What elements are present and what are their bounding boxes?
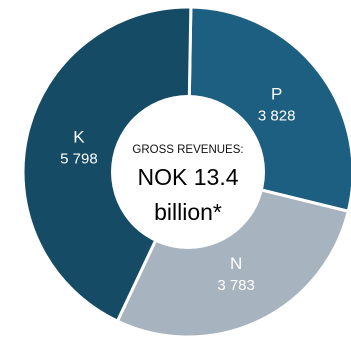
slice-value-k: 5 798 [60,151,98,168]
slice-label-k: K [73,128,85,147]
center-caption: GROSS REVENUES: [132,144,243,156]
donut-hole [111,95,265,249]
center-unit: billion* [154,199,222,225]
slice-value-p: 3 828 [258,108,296,125]
slice-labels: P 3 828 N 3 783 K 5 798 [60,85,295,295]
slice-k [21,5,193,324]
center-value: NOK 13.4 [138,164,239,190]
slice-label-n: N [230,254,242,273]
slice-label-p: P [271,85,282,104]
slice-value-n: 3 783 [217,277,255,294]
